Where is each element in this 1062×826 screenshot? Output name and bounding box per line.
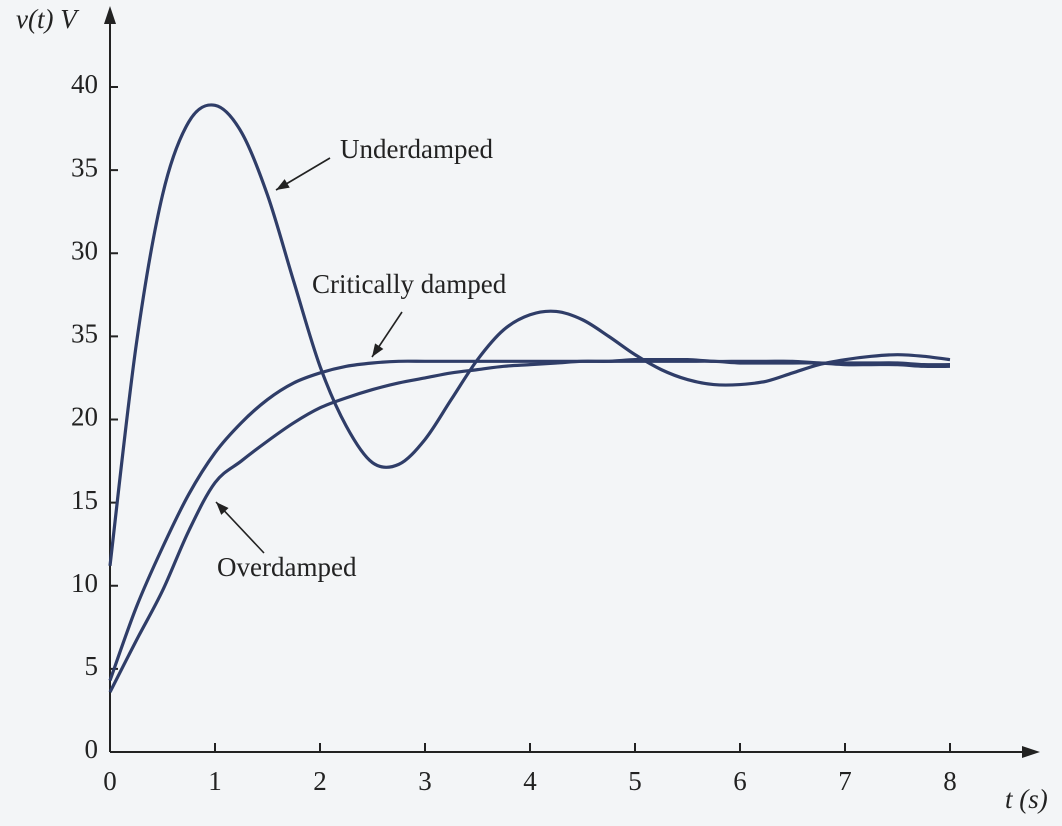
x-tick-label: 2	[313, 766, 327, 796]
y-tick-label: 5	[85, 651, 99, 681]
x-tick-label: 1	[208, 766, 222, 796]
x-tick-label: 3	[418, 766, 432, 796]
series-label: Overdamped	[217, 552, 357, 582]
y-tick-label: 40	[71, 69, 98, 99]
series-line	[108, 357, 951, 693]
x-tick-label: 5	[628, 766, 642, 796]
y-tick-label: 0	[85, 734, 99, 764]
y-tick-label: 30	[71, 235, 98, 265]
y-tick-label: 35	[71, 319, 98, 349]
x-tick-label: 8	[943, 766, 957, 796]
y-tick-label: 35	[71, 152, 98, 182]
x-axis-arrow	[1022, 746, 1040, 758]
pointer-head	[216, 502, 229, 515]
x-tick-label: 4	[523, 766, 537, 796]
x-tick-label: 6	[733, 766, 747, 796]
y-tick-label: 15	[71, 485, 98, 515]
y-axis-arrow	[104, 6, 116, 24]
x-tick-label: 7	[838, 766, 852, 796]
series-label: Underdamped	[340, 134, 493, 164]
y-tick-label: 20	[71, 402, 98, 432]
y-axis-label: v(t) V	[16, 4, 80, 34]
pointer-head	[276, 179, 290, 190]
series-label: Critically damped	[312, 269, 507, 299]
x-axis-label: t (s)	[1005, 784, 1048, 814]
pointer-head	[372, 343, 384, 357]
x-tick-label: 0	[103, 766, 117, 796]
series-line	[108, 103, 951, 566]
y-tick-label: 10	[71, 568, 98, 598]
